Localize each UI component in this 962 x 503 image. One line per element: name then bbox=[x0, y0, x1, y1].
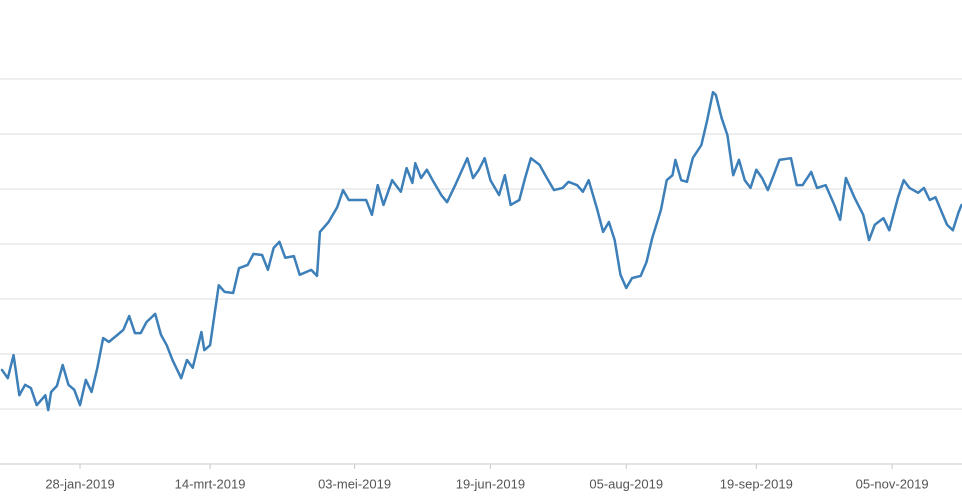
x-tick-label: 28-jan-2019 bbox=[45, 476, 114, 491]
x-tick-label: 05-nov-2019 bbox=[856, 476, 929, 491]
x-tick-label: 19-sep-2019 bbox=[720, 476, 793, 491]
x-tick-label: 05-aug-2019 bbox=[589, 476, 663, 491]
x-tick-label: 14-mrt-2019 bbox=[175, 476, 246, 491]
data-line bbox=[0, 90, 962, 412]
x-tick-label: 03-mei-2019 bbox=[318, 476, 391, 491]
x-tick-label: 19-jun-2019 bbox=[456, 476, 525, 491]
